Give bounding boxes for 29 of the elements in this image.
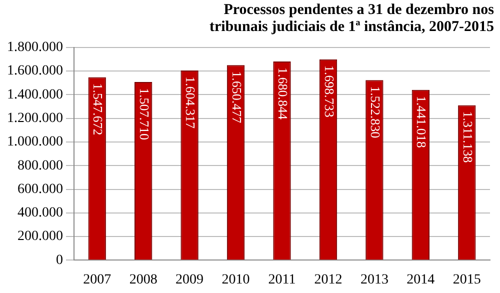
x-tick-label: 2010	[222, 272, 250, 288]
x-tick-label: 2008	[129, 272, 158, 288]
data-label: 1.507.710	[136, 88, 152, 140]
y-tick-label: 600.000	[18, 182, 63, 197]
x-tick-label: 2012	[314, 272, 342, 288]
y-tick-label: 1.000.000	[7, 134, 63, 150]
y-tick-label: 1.600.000	[7, 64, 63, 79]
data-label: 1.311.138	[460, 111, 476, 163]
y-tick-label: 800.000	[18, 158, 63, 174]
y-tick-label: 1.800.000	[7, 40, 63, 56]
data-label: 1.547.672	[90, 83, 106, 136]
x-tick-label: 2007	[83, 272, 112, 288]
y-tick-label: 1.400.000	[7, 87, 63, 102]
data-label: 1.698.733	[322, 65, 337, 118]
x-tick-label: 2011	[268, 272, 296, 288]
data-label: 1.441.018	[414, 96, 430, 148]
data-label: 1.522.830	[368, 86, 384, 138]
chart-title: Processos pendentes a 31 de dezembro nos tribunais judiciais de 1ª instância, 2007-2015	[208, 2, 494, 36]
data-label: 1.650.477	[229, 71, 244, 124]
y-tick-label: 400.000	[18, 206, 63, 221]
x-tick-label: 2015	[452, 272, 481, 288]
data-label: 1.604.317	[183, 76, 198, 130]
y-tick-label: 200.000	[18, 229, 63, 244]
x-tick-label: 2014	[406, 272, 435, 288]
y-tick-label: 1.200.000	[7, 111, 63, 126]
y-tick-label: 0	[56, 252, 63, 268]
data-label: 1.680.844	[276, 67, 291, 120]
x-tick-label: 2013	[360, 272, 388, 288]
x-tick-label: 2009	[176, 272, 204, 288]
